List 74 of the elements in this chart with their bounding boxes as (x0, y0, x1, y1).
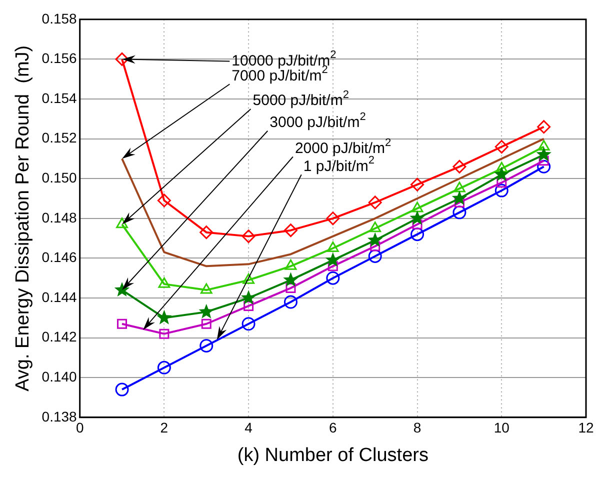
point (410, 178, 424, 192)
point (411, 202, 424, 212)
point (200, 339, 214, 353)
y-tick-label: 0.148 (42, 209, 78, 226)
x-tick-label: 6 (329, 420, 338, 436)
point (537, 120, 551, 134)
point (284, 224, 298, 238)
point (242, 317, 256, 331)
point (240, 290, 256, 304)
x-tick-label: 0 (76, 420, 84, 436)
x-tick-label: 10 (494, 420, 510, 436)
point (156, 310, 172, 324)
point (286, 283, 296, 294)
y-tick-label: 0.138 (42, 408, 78, 424)
point (368, 196, 382, 210)
point (159, 328, 170, 339)
point (412, 219, 422, 230)
point (367, 232, 383, 247)
point (496, 178, 507, 188)
x-tick-label: 8 (413, 420, 422, 436)
point (242, 230, 256, 244)
y-tick-label: 0.144 (42, 288, 78, 305)
point (244, 300, 254, 311)
y-axis-title: Avg. Energy Dissipation Per Round (mJ) (12, 45, 34, 392)
point (201, 318, 212, 329)
point (116, 218, 128, 228)
y-tick-label: 0.146 (42, 249, 78, 266)
point (410, 228, 424, 242)
point (200, 283, 212, 294)
point (325, 252, 341, 267)
point (494, 184, 508, 198)
y-tick-label: 0.152 (42, 130, 78, 146)
point (538, 156, 549, 166)
point (114, 282, 130, 297)
point (242, 273, 255, 284)
y-tick-label: 0.142 (42, 328, 78, 345)
point (115, 52, 129, 66)
point (200, 226, 214, 240)
point (158, 277, 170, 288)
point (410, 210, 425, 225)
x-tick-label: 12 (578, 420, 594, 436)
x-tick-label: 4 (244, 420, 253, 436)
y-tick-label: 0.156 (42, 50, 78, 66)
point (115, 382, 129, 396)
y-tick-label: 0.154 (42, 90, 78, 106)
point (494, 166, 510, 182)
point (284, 295, 298, 309)
point (328, 261, 338, 272)
point (454, 182, 466, 192)
point (283, 272, 298, 287)
point (198, 304, 214, 318)
point (538, 140, 550, 151)
point (452, 190, 468, 205)
point (370, 241, 380, 252)
point (117, 318, 128, 329)
point (537, 160, 551, 174)
point (157, 194, 171, 208)
x-axis-title: (k) Number of Clusters (237, 444, 428, 466)
point (368, 249, 382, 263)
point (369, 222, 382, 232)
point (157, 360, 171, 374)
point (494, 140, 508, 154)
point (326, 212, 340, 226)
point (452, 160, 466, 174)
y-tick-label: 0.150 (42, 169, 78, 186)
point (326, 242, 339, 252)
x-tick-label: 2 (160, 420, 168, 436)
point (496, 162, 508, 172)
point (452, 206, 466, 220)
point (284, 259, 297, 270)
y-tick-label: 0.158 (42, 10, 78, 26)
point (326, 271, 340, 285)
y-tick-label: 0.140 (42, 368, 78, 384)
point (536, 146, 552, 162)
